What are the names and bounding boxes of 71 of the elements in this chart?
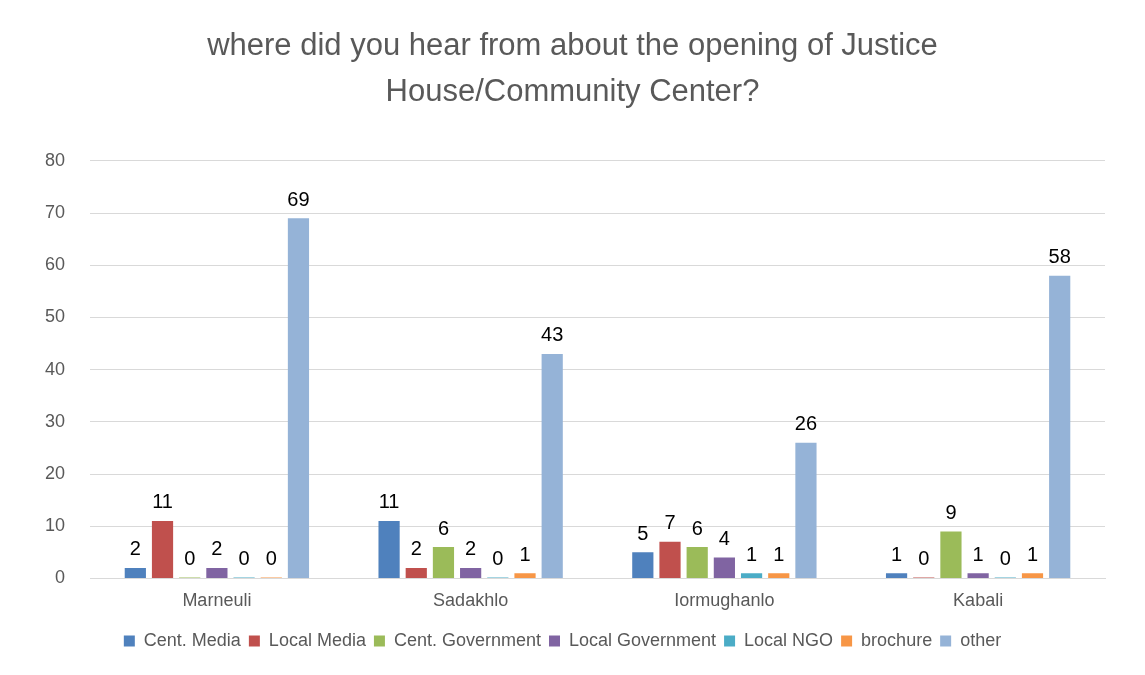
y-tick-label: 0	[55, 567, 66, 588]
bar	[378, 520, 400, 578]
y-tick-label: 50	[44, 306, 66, 327]
bar	[460, 567, 482, 578]
data-label: 9	[945, 500, 957, 523]
bar	[659, 541, 681, 578]
bar	[124, 567, 146, 578]
data-label: 1	[519, 542, 531, 565]
data-label: 6	[691, 516, 703, 539]
data-label: 1	[972, 542, 984, 565]
data-label: 5	[637, 521, 649, 544]
data-label: 6	[437, 516, 450, 539]
data-label: 2	[129, 537, 141, 560]
bar	[151, 520, 174, 578]
data-label: 11	[378, 490, 400, 513]
data-label: 0	[184, 546, 196, 569]
data-label: 1	[1026, 542, 1039, 565]
y-tick-label: 40	[44, 358, 66, 379]
data-label: 43	[541, 323, 564, 346]
x-tick-label: Marneuli	[182, 590, 252, 611]
bar	[713, 557, 735, 578]
bar	[514, 573, 536, 578]
data-label: 2	[410, 537, 422, 560]
data-label: 1	[746, 542, 758, 565]
bar	[1049, 275, 1071, 578]
bar	[1021, 573, 1044, 578]
legend-label: Local NGO	[744, 629, 834, 650]
legend-label: Cent. Government	[393, 629, 542, 650]
data-label: 0	[918, 546, 930, 569]
y-tick-label: 80	[44, 149, 66, 170]
bar	[885, 573, 908, 578]
bar	[795, 442, 817, 578]
data-label: 26	[794, 412, 818, 435]
data-label: 69	[287, 187, 310, 210]
legend-label: brochure	[861, 629, 933, 650]
data-label: 58	[1048, 245, 1071, 268]
bar	[541, 353, 563, 578]
y-tick-label: 20	[44, 462, 66, 483]
bar	[686, 547, 708, 578]
bar	[768, 573, 790, 578]
x-tick-label: Kabali	[953, 590, 1004, 611]
data-label: 4	[718, 527, 730, 550]
y-tick-label: 70	[44, 201, 66, 222]
legend-label: Local Media	[268, 629, 367, 650]
legend-label: Cent. Media	[143, 629, 242, 650]
data-label: 0	[265, 546, 277, 569]
data-label: 2	[465, 537, 477, 560]
bar	[967, 573, 989, 578]
bar	[405, 567, 427, 578]
x-tick-label: Iormughanlo	[674, 590, 775, 611]
data-label: 2	[211, 537, 223, 560]
data-label: 0	[238, 546, 250, 569]
data-label: 1	[773, 542, 785, 565]
data-label: 1	[891, 542, 903, 565]
x-tick-label: Sadakhlo	[433, 590, 509, 611]
data-label: 0	[999, 546, 1011, 569]
data-label: 7	[664, 511, 676, 534]
data-label: 0	[492, 546, 504, 569]
chart-title: where did you hear from about the opening of Justice House/Community Center?	[206, 26, 939, 110]
y-tick-label: 60	[44, 254, 66, 275]
bar	[206, 567, 228, 578]
data-label: 11	[152, 490, 173, 513]
bar	[287, 218, 310, 578]
bar	[432, 547, 455, 578]
y-tick-label: 10	[44, 515, 66, 536]
y-tick-label: 30	[44, 410, 66, 431]
bar	[940, 531, 962, 578]
bar	[632, 552, 654, 578]
legend-label: Local Government	[569, 629, 717, 650]
legend-label: other	[960, 629, 1002, 650]
bar	[740, 573, 763, 578]
